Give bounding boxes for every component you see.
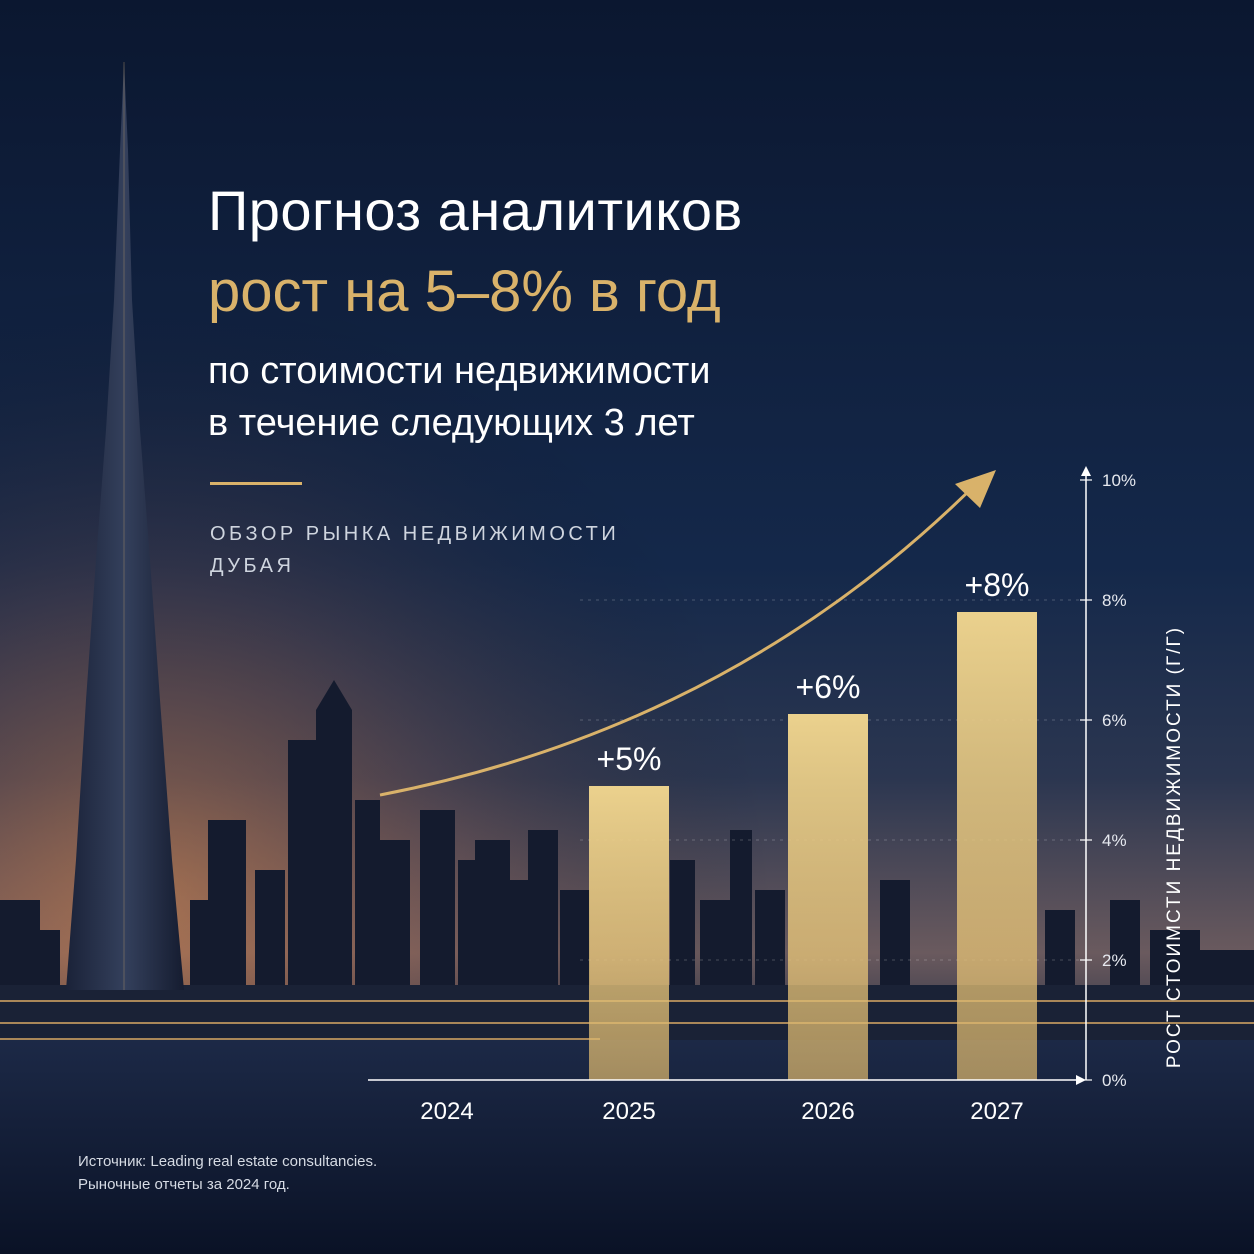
x-tick-label: 2024	[420, 1098, 473, 1125]
y-tick-label: 0%	[1102, 1071, 1127, 1090]
data-label: +8%	[965, 567, 1030, 603]
bar-2027	[957, 612, 1037, 1080]
headline-growth: рост на 5–8% в год	[208, 259, 721, 324]
city-skyline	[0, 680, 1254, 1040]
source-line-2: Рыночные отчеты за 2024 год.	[78, 1176, 290, 1193]
bars-group	[589, 612, 1037, 1080]
x-tick-label: 2027	[970, 1098, 1023, 1125]
x-tick-label: 2026	[801, 1098, 854, 1125]
bar-2026	[788, 714, 868, 1080]
x-tick-label: 2025	[602, 1098, 655, 1125]
y-tick-label: 6%	[1102, 711, 1127, 730]
y-tick-labels: 0% 2% 4% 6% 8% 10%	[1080, 471, 1136, 1090]
y-tick-label: 4%	[1102, 831, 1127, 850]
trend-arrowhead	[955, 470, 996, 508]
y-tick-label: 2%	[1102, 951, 1127, 970]
description-line-2: в течение следующих 3 лет	[208, 402, 695, 444]
overline-line-2: ДУБАЯ	[210, 555, 295, 577]
y-axis-arrowhead	[1081, 466, 1091, 476]
trend-arrow	[379, 478, 982, 797]
y-tick-label: 10%	[1102, 471, 1136, 490]
overline-line-1: ОБЗОР РЫНКА НЕДВИЖИМОСТИ	[210, 523, 620, 545]
y-tick-label: 8%	[1102, 591, 1127, 610]
overline: ОБЗОР РЫНКА НЕДВИЖИМОСТИ ДУБАЯ	[210, 518, 650, 582]
data-labels: +5% +6% +8%	[597, 567, 1030, 777]
burj-khalifa-tower	[66, 62, 184, 990]
data-label: +6%	[796, 669, 861, 705]
source-note: Источник: Leading real estate consultanc…	[78, 1150, 377, 1196]
x-tick-labels: 2024 2025 2026 2027	[420, 1098, 1023, 1125]
bar-2025	[589, 786, 669, 1080]
data-label: +5%	[597, 741, 662, 777]
gold-divider	[210, 482, 302, 485]
page-title: Прогноз аналитиков	[208, 179, 743, 242]
y-axis-title: РОСТ СТОИМСТИ НЕДВИЖИМОСТИ (Г/Г)	[1164, 626, 1185, 1068]
description-line-1: по стоимости недвижимости	[208, 350, 711, 392]
source-line-1: Источник: Leading real estate consultanc…	[78, 1153, 378, 1170]
description: по стоимости недвижимости в течение след…	[208, 345, 710, 449]
